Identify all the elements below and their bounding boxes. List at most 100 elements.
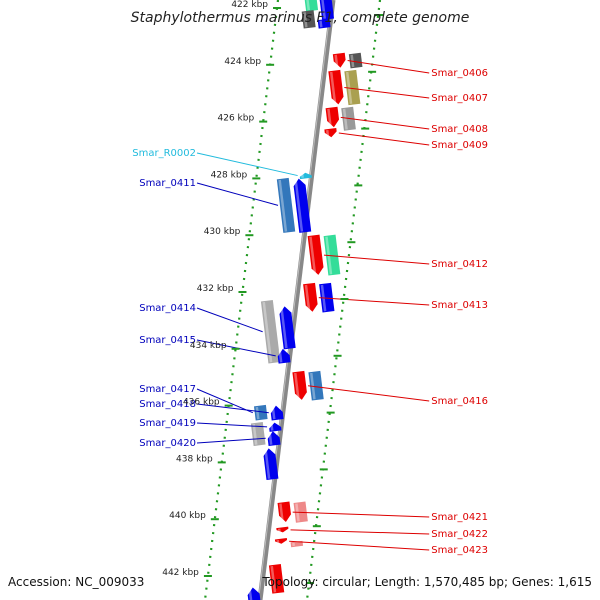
gene-label[interactable]: Smar_0417	[139, 384, 196, 395]
gene-label[interactable]: Smar_0419	[139, 418, 196, 429]
gene-shape	[269, 422, 282, 432]
gene-shape	[253, 404, 268, 421]
gene-feature[interactable]	[268, 564, 285, 594]
gene-shape	[292, 370, 307, 400]
gene-feature[interactable]	[276, 526, 289, 533]
gene-shape	[323, 234, 341, 276]
gene-label[interactable]: Smar_0416	[431, 396, 488, 407]
gene-shade	[294, 372, 300, 400]
gene-shape	[260, 300, 281, 364]
gene-shade	[319, 20, 323, 28]
gene-shade	[270, 423, 274, 431]
gene-shade	[268, 432, 273, 445]
gene-shape	[325, 106, 340, 128]
gene-leader-line	[308, 385, 430, 402]
gene-feature[interactable]	[317, 18, 331, 29]
gene-shade	[271, 406, 276, 420]
gene-feature[interactable]	[290, 540, 304, 548]
gene-label[interactable]: Smar_0406	[431, 68, 488, 79]
gene-feature[interactable]	[270, 405, 284, 421]
gene-feature[interactable]	[328, 69, 344, 105]
gene-label[interactable]: Smar_0422	[431, 529, 488, 540]
gene-shape	[332, 52, 346, 68]
gene-feature[interactable]	[253, 404, 268, 421]
gene-label[interactable]: Smar_0411	[139, 178, 196, 189]
gene-label[interactable]: Smar_0409	[431, 140, 488, 151]
gene-leader-line	[196, 307, 263, 333]
gene-shade	[262, 301, 273, 363]
gene-label[interactable]: Smar_0412	[431, 259, 488, 270]
tick-label: 430 kbp	[204, 227, 241, 237]
gene-feature[interactable]	[267, 430, 281, 447]
gene-shape	[319, 282, 335, 313]
gene-shade	[305, 0, 310, 11]
gene-leader-line	[196, 152, 298, 177]
gene-feature[interactable]	[303, 282, 318, 313]
gene-feature[interactable]	[301, 10, 316, 29]
gene-feature[interactable]	[274, 538, 288, 544]
gene-shade	[264, 449, 271, 479]
gene-label[interactable]: Smar_0413	[431, 300, 488, 311]
gene-feature[interactable]	[269, 422, 282, 432]
scale-line-left	[203, 0, 280, 600]
gene-shape	[276, 177, 296, 233]
gene-leader-line	[196, 388, 253, 414]
gene-feature[interactable]	[247, 587, 262, 600]
gene-shape	[263, 448, 279, 481]
gene-feature[interactable]	[276, 177, 296, 233]
gene-shade	[255, 406, 260, 420]
gene-feature[interactable]	[324, 128, 337, 138]
gene-label[interactable]: Smar_0414	[139, 303, 196, 314]
gene-shape	[270, 405, 284, 421]
gene-feature[interactable]	[263, 448, 279, 481]
gene-shape	[324, 128, 337, 138]
gene-shade	[325, 129, 330, 137]
gene-shade	[270, 565, 277, 593]
gene-label[interactable]: Smar_0407	[431, 93, 488, 104]
gene-leader-line	[338, 132, 430, 146]
gene-feature[interactable]	[299, 172, 312, 180]
gene-shade	[303, 12, 308, 28]
gene-shape	[319, 0, 335, 20]
gene-feature[interactable]	[260, 300, 281, 364]
tick-layer: 422 kbp 424 kbp 426 kbp 428 kbp 430 kbp 432 k…	[162, 0, 384, 584]
gene-shape	[268, 564, 285, 594]
genome-backbone-highlight	[258, 0, 332, 600]
label-layer: Smar_0406 Smar_0407 Smar_0408 Smar_0409 Smar…	[132, 60, 488, 556]
gene-feature[interactable]	[279, 306, 296, 350]
map-title: Staphylothermus marinus F1, complete gen…	[131, 10, 470, 26]
gene-feature[interactable]	[303, 0, 319, 12]
gene-shade	[277, 528, 281, 532]
gene-leader-line	[318, 297, 430, 306]
gene-label[interactable]: Smar_0415	[139, 335, 196, 346]
tick-label: 426 kbp	[218, 114, 255, 124]
gene-feature[interactable]	[277, 501, 292, 523]
gene-label[interactable]: Smar_0418	[139, 399, 196, 410]
gene-feature[interactable]	[325, 106, 340, 128]
gene-shape	[250, 421, 266, 447]
gene-shade	[294, 179, 304, 232]
gene-feature[interactable]	[332, 52, 347, 69]
gene-feature[interactable]	[307, 234, 325, 276]
gene-shade	[329, 71, 337, 104]
gene-label[interactable]: Smar_0420	[139, 438, 196, 449]
gene-feature[interactable]	[293, 178, 312, 233]
gene-label[interactable]: Smar_0421	[431, 512, 488, 523]
gene-shade	[342, 108, 348, 130]
gene-shade	[327, 108, 332, 127]
gene-feature[interactable]	[277, 348, 291, 364]
gene-shape	[303, 282, 318, 312]
gene-label[interactable]: Smar_R0002	[132, 148, 196, 159]
gene-leader-line	[340, 116, 430, 130]
gene-feature[interactable]	[292, 370, 307, 401]
gene-feature[interactable]	[319, 0, 335, 20]
gene-shape	[344, 69, 361, 106]
gene-feature[interactable]	[250, 421, 266, 447]
gene-shade	[304, 284, 311, 312]
gene-label[interactable]: Smar_0423	[431, 545, 488, 556]
gene-shape	[277, 348, 291, 364]
genome-backbone	[257, 0, 336, 600]
gene-shade	[300, 173, 304, 178]
gene-label[interactable]: Smar_0408	[431, 124, 488, 135]
